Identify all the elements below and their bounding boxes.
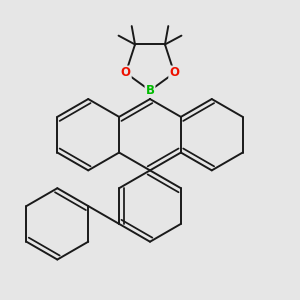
Text: O: O: [121, 67, 131, 80]
Text: B: B: [146, 84, 154, 97]
Text: O: O: [169, 67, 179, 80]
